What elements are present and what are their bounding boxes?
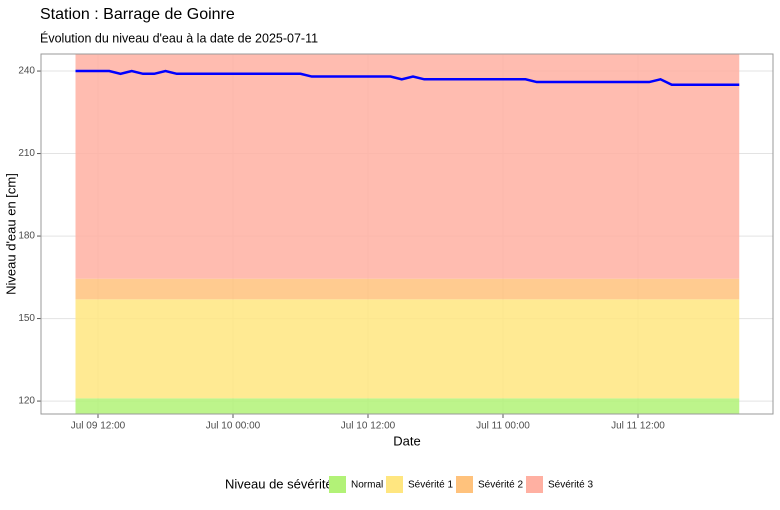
legend-title: Niveau de sévérité [225, 476, 333, 491]
legend-key [386, 476, 403, 493]
y-tick-label: 150 [18, 313, 35, 324]
y-tick-label: 240 [18, 66, 35, 77]
x-tick-label: Jul 10 12:00 [341, 421, 396, 432]
chart-subtitle: Évolution du niveau d'eau à la date de 2… [40, 30, 318, 45]
severity-band [75, 278, 740, 300]
x-tick-label: Jul 11 00:00 [476, 421, 530, 432]
legend-label: Sévérité 2 [478, 480, 523, 491]
chart-title: Station : Barrage de Goinre [40, 6, 235, 23]
legend-key [526, 476, 543, 493]
legend-label: Sévérité 3 [548, 480, 593, 491]
x-tick-label: Jul 09 12:00 [71, 421, 126, 432]
legend-label: Normal [351, 480, 383, 491]
water-level-line [75, 69, 740, 87]
bands [75, 54, 740, 414]
y-axis-label: Niveau d'eau en [cm] [3, 173, 18, 295]
x-tick-label: Jul 10 00:00 [206, 421, 261, 432]
y-tick-label: 180 [18, 231, 35, 242]
severity-band [75, 54, 740, 279]
legend-key [456, 476, 473, 493]
severity-band [75, 398, 740, 414]
severity-band [75, 299, 740, 399]
x-tick-label: Jul 11 12:00 [611, 421, 665, 432]
legend-label: Sévérité 1 [408, 480, 453, 491]
y-tick-label: 120 [18, 396, 35, 407]
panel-border [40, 53, 774, 415]
y-tick-label: 210 [18, 148, 35, 159]
legend-key [329, 476, 346, 493]
x-axis-label: Date [393, 433, 420, 448]
